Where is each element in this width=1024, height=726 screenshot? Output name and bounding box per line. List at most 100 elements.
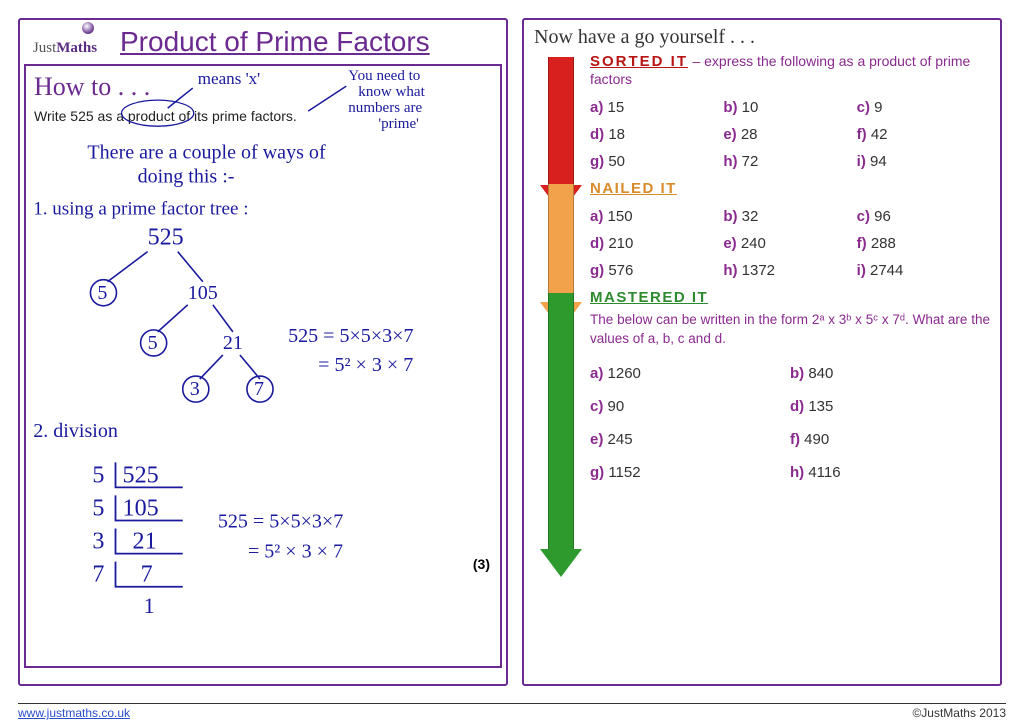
question-label: b): [723, 208, 741, 225]
question-label: i): [857, 153, 870, 170]
question-cell: f) 42: [857, 126, 990, 143]
question-label: e): [723, 126, 741, 143]
tree-21: 21: [223, 332, 243, 354]
intro1: There are a couple of ways of: [87, 141, 326, 163]
method2: 2. division: [33, 420, 118, 442]
question-row: a) 150b) 32c) 96: [590, 208, 990, 225]
question-label: b): [790, 365, 808, 382]
question-value: 240: [741, 235, 766, 252]
section-mastered: MASTERED IT The below can be written in …: [534, 289, 990, 481]
footer-url[interactable]: www.justmaths.co.uk: [18, 706, 130, 720]
question-cell: b) 32: [723, 208, 856, 225]
question-row: g) 576h) 1372i) 2744: [590, 262, 990, 279]
question-cell: e) 240: [723, 235, 856, 252]
question-value: 1152: [608, 464, 640, 481]
question-label: d): [790, 398, 808, 415]
question-value: 1372: [742, 262, 775, 279]
question-row: c) 90d) 135: [590, 398, 990, 415]
left-header: JustMaths Product of Prime Factors: [20, 20, 506, 64]
howto-heading: How to . . .: [34, 72, 492, 102]
question-cell: h) 72: [723, 153, 856, 170]
now-have-go: Now have a go yourself . . .: [534, 26, 990, 49]
question-value: 288: [871, 235, 896, 252]
question-label: i): [857, 262, 870, 279]
arrow-orange: [542, 184, 580, 302]
svg-text:525: 525: [123, 462, 159, 488]
question-cell: b) 840: [790, 365, 990, 382]
intro2: doing this :-: [138, 165, 235, 187]
question-cell: b) 10: [723, 99, 856, 116]
svg-text:21: 21: [133, 529, 157, 555]
sorted-title: SORTED IT: [590, 53, 688, 70]
question-value: 4116: [808, 464, 840, 481]
svg-text:7: 7: [141, 562, 153, 588]
question-cell: c) 96: [857, 208, 990, 225]
howto-box: How to . . . Write 525 as a product of i…: [24, 64, 502, 668]
question-row: d) 18e) 28f) 42: [590, 126, 990, 143]
tree-7: 7: [254, 378, 264, 400]
question-value: 245: [608, 431, 633, 448]
question-label: a): [590, 99, 608, 116]
eq4: = 5² × 3 × 7: [248, 541, 343, 563]
question-cell: g) 50: [590, 153, 723, 170]
footer-copy: ©JustMaths 2013: [912, 706, 1006, 720]
question-value: 50: [608, 153, 625, 170]
question-cell: h) 1372: [723, 262, 856, 279]
question-value: 96: [874, 208, 891, 225]
question-label: e): [590, 431, 608, 448]
question-label: h): [723, 262, 741, 279]
question-value: 2744: [870, 262, 903, 279]
right-panel: Now have a go yourself . . . SORTED IT –…: [522, 18, 1002, 686]
question-value: 72: [742, 153, 759, 170]
eq3: 525 = 5×5×3×7: [218, 511, 343, 533]
div3: 3: [92, 529, 104, 555]
div4: 7: [92, 562, 104, 588]
question-row: e) 245 f) 490: [590, 431, 990, 448]
question-label: h): [790, 464, 808, 481]
question-label: a): [590, 208, 608, 225]
question-cell: c) 90: [590, 398, 790, 415]
question-label: c): [857, 208, 875, 225]
question-label: g): [590, 464, 608, 481]
logo: JustMaths: [20, 20, 110, 64]
question-cell: f) 490: [790, 431, 990, 448]
question-value: 576: [608, 262, 633, 279]
question-cell: e) 28: [723, 126, 856, 143]
question-cell: d) 135: [790, 398, 990, 415]
question-value: 210: [608, 235, 633, 252]
eq1: 525 = 5×5×3×7: [288, 325, 413, 347]
div1: 5: [92, 462, 104, 488]
tree-root: 525: [148, 225, 184, 251]
question-value: 840: [808, 365, 833, 382]
question-cell: h) 4116: [790, 464, 990, 481]
question-value: 15: [608, 99, 625, 116]
question-label: d): [590, 235, 608, 252]
footer: www.justmaths.co.uk ©JustMaths 2013: [18, 703, 1006, 720]
question-label: g): [590, 153, 608, 170]
question-row: g) 50h) 72i) 94: [590, 153, 990, 170]
question-value: 94: [870, 153, 887, 170]
question-value: 18: [608, 126, 625, 143]
question-cell: f) 288: [857, 235, 990, 252]
question-label: e): [723, 235, 741, 252]
question-cell: g) 576: [590, 262, 723, 279]
eq2: = 5² × 3 × 7: [318, 354, 413, 376]
tree-5b: 5: [148, 332, 158, 354]
div2: 5: [92, 495, 104, 521]
question-value: 9: [874, 99, 882, 116]
question-label: c): [857, 99, 875, 116]
question-cell: d) 18: [590, 126, 723, 143]
question-value: 90: [608, 398, 625, 415]
marks-label: (3): [473, 556, 490, 572]
question-label: f): [857, 126, 871, 143]
svg-text:1: 1: [144, 593, 155, 618]
howto-question: Write 525 as a product of its prime fact…: [34, 108, 492, 124]
logo-just: Just: [33, 40, 56, 56]
left-panel: JustMaths Product of Prime Factors How t…: [18, 18, 508, 686]
question-value: 1260: [608, 365, 641, 382]
svg-text:105: 105: [123, 495, 159, 521]
question-value: 28: [741, 126, 758, 143]
question-cell: d) 210: [590, 235, 723, 252]
question-label: f): [790, 431, 804, 448]
question-row: a) 15 b) 10c) 9: [590, 99, 990, 116]
